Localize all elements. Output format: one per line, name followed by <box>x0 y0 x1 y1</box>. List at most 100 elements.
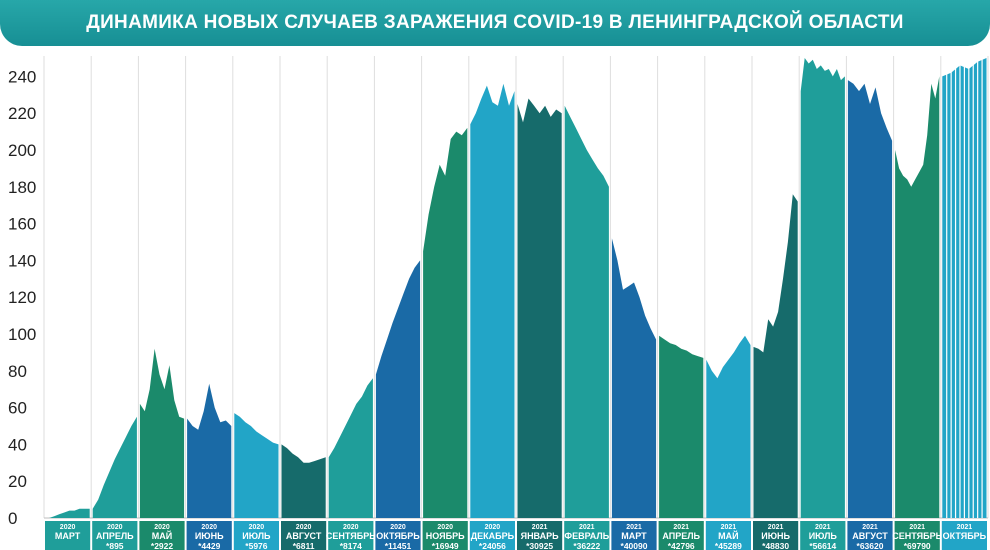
chart-title: ДИНАМИКА НОВЫХ СЛУЧАЕВ ЗАРАЖЕНИЯ COVID-1… <box>86 12 904 33</box>
month-name-label: ОКТЯБРЬ <box>376 531 420 541</box>
area-month-2 <box>139 348 185 518</box>
month-total-label: *4429 <box>198 541 220 550</box>
month-name-label: ИЮНЬ <box>761 531 790 541</box>
area-month-9 <box>470 83 515 519</box>
month-total-label: *8174 <box>340 541 362 550</box>
month-name-label: СЕНТЯБРЬ <box>326 531 376 541</box>
area-month-3 <box>187 383 232 518</box>
area-month-15 <box>753 194 798 518</box>
month-name-label: ОКТЯБРЬ <box>943 531 987 541</box>
month-total-label: *45289 <box>715 541 742 550</box>
y-tick-label: 160 <box>8 215 36 234</box>
month-name-label: МАЙ <box>152 530 172 541</box>
month-label-box <box>328 521 374 550</box>
area-month-6 <box>328 378 373 518</box>
month-year-label: 2020 <box>437 524 453 531</box>
month-year-label: 2021 <box>862 524 878 531</box>
month-total-label: *16949 <box>432 541 459 550</box>
month-label-box <box>941 521 987 550</box>
month-year-label: 2020 <box>201 524 217 531</box>
area-month-12 <box>611 238 657 519</box>
month-name-label: ИЮЛЬ <box>809 531 838 541</box>
area-month-11 <box>564 105 609 519</box>
y-tick-label: 180 <box>8 178 36 197</box>
y-tick-label: 0 <box>8 509 17 528</box>
month-label-box <box>894 521 940 550</box>
month-label-box <box>564 521 610 550</box>
area-month-14 <box>706 335 751 518</box>
month-year-label: 2021 <box>815 524 831 531</box>
y-tick-label: 200 <box>8 141 36 160</box>
month-total-label: *63620 <box>857 541 884 550</box>
month-total-label: *11451 <box>385 541 412 550</box>
area-month-5 <box>281 444 326 518</box>
title-banner: ДИНАМИКА НОВЫХ СЛУЧАЕВ ЗАРАЖЕНИЯ COVID-1… <box>0 0 990 46</box>
month-label-box <box>92 521 138 550</box>
month-name-label: ДЕКАБРЬ <box>471 531 515 541</box>
month-name-label: НОЯБРЬ <box>426 531 465 541</box>
month-year-label: 2021 <box>768 524 784 531</box>
month-total-label: *36222 <box>573 541 600 550</box>
month-name-label: МАЙ <box>718 530 738 541</box>
month-year-label: 2020 <box>249 524 265 531</box>
area-month-16 <box>800 58 845 518</box>
y-tick-label: 40 <box>8 435 27 454</box>
month-name-label: ЯНВАРЬ <box>521 531 560 541</box>
october-stripes <box>946 56 983 518</box>
area-month-13 <box>659 335 704 518</box>
month-label-box <box>139 521 185 550</box>
month-year-label: 2021 <box>673 524 689 531</box>
month-year-label: 2020 <box>60 524 76 531</box>
month-year-label: 2020 <box>154 524 170 531</box>
month-year-label: 2020 <box>343 524 359 531</box>
y-tick-label: 220 <box>8 104 36 123</box>
month-name-label: МАРТ <box>621 531 647 541</box>
month-label-box <box>422 521 468 550</box>
month-label-box <box>517 521 563 550</box>
month-year-label: 2021 <box>579 524 595 531</box>
month-name-label: ФЕВРАЛЬ <box>564 531 609 541</box>
month-name-label: ИЮЛЬ <box>242 531 271 541</box>
month-name-label: СЕНТЯБРЬ <box>892 531 942 541</box>
month-total-label: *40090 <box>621 541 648 550</box>
y-tick-label: 60 <box>8 399 27 418</box>
month-year-label: 2020 <box>485 524 501 531</box>
month-label-box <box>186 521 232 550</box>
month-total-label: *895 <box>106 541 124 550</box>
month-label-box <box>469 521 515 550</box>
y-tick-label: 240 <box>8 67 36 86</box>
month-label-box <box>847 521 893 550</box>
month-label-box <box>375 521 421 550</box>
month-year-label: 2021 <box>532 524 548 531</box>
month-year-label: 2021 <box>721 524 737 531</box>
month-year-label: 2020 <box>390 524 406 531</box>
month-name-label: АВГУСТ <box>286 531 322 541</box>
month-label-box <box>611 521 657 550</box>
area-month-8 <box>423 127 468 519</box>
area-month-10 <box>517 98 562 518</box>
month-name-label: ИЮНЬ <box>195 531 224 541</box>
y-tick-label: 20 <box>8 472 27 491</box>
month-year-label: 2020 <box>296 524 312 531</box>
month-total-label: *6811 <box>293 541 315 550</box>
area-month-0 <box>44 508 90 518</box>
y-tick-label: 120 <box>8 288 36 307</box>
y-tick-label: 140 <box>8 251 36 270</box>
y-axis-ticks: 0 20 40 60 80 100 120 140 160 180 200 220 240 <box>8 67 36 528</box>
area-month-18 <box>895 76 940 519</box>
month-name-label: АПРЕЛЬ <box>96 531 134 541</box>
month-label-box <box>45 521 91 550</box>
month-label-box <box>800 521 846 550</box>
month-name-label: МАРТ <box>55 531 81 541</box>
month-label-box <box>281 521 327 550</box>
month-label-box <box>753 521 799 550</box>
month-label-box <box>705 521 751 550</box>
area-month-7 <box>375 260 421 518</box>
month-total-label: *30925 <box>526 541 553 550</box>
y-tick-label: 80 <box>8 362 27 381</box>
grid <box>43 56 989 519</box>
month-total-label: *24056 <box>479 541 506 550</box>
month-name-label: АПРЕЛЬ <box>662 531 700 541</box>
month-name-label: АВГУСТ <box>852 531 888 541</box>
